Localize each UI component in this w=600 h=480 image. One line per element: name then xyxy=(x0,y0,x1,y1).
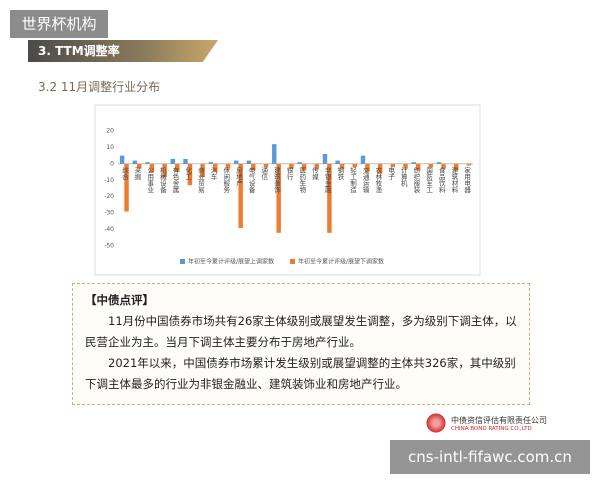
y-tick-label: -50 xyxy=(104,243,114,250)
x-tick-label: 综合 xyxy=(120,166,128,182)
logo-name: 中债资信评估有限责任公司 xyxy=(451,415,547,425)
bar xyxy=(276,163,281,233)
x-tick-label: 汽车 xyxy=(209,166,217,182)
bar xyxy=(213,163,218,173)
x-tick-label: 交通运输 xyxy=(361,166,369,195)
bar xyxy=(441,163,446,169)
x-tick-label: 计算机 xyxy=(399,166,407,188)
x-tick-label: 农林牧渔 xyxy=(374,166,382,195)
logo-icon xyxy=(425,412,447,434)
watermark: cns-intl-fifawc.com.cn xyxy=(390,440,590,474)
x-tick-label: 有色金属 xyxy=(171,166,179,195)
bar xyxy=(208,162,214,164)
bar xyxy=(428,163,434,168)
bar xyxy=(234,160,239,164)
x-tick-label: 轻工制造 xyxy=(349,166,357,195)
x-tick-label: 非银金融 xyxy=(323,166,331,195)
y-tick-label: -20 xyxy=(104,193,114,200)
bar xyxy=(335,160,340,164)
bar xyxy=(238,163,243,228)
bar xyxy=(327,163,332,233)
y-tick-label: 20 xyxy=(106,128,114,135)
bar xyxy=(175,163,180,173)
x-tick-label: 电气设备 xyxy=(247,166,255,195)
section-title: 3. TTM调整率 xyxy=(28,40,218,62)
bar xyxy=(170,158,176,164)
legend-label: 年初至今累计评级/展望上调家数 xyxy=(188,258,274,266)
bar xyxy=(132,160,138,164)
bar xyxy=(119,155,125,164)
bar xyxy=(339,163,345,169)
comment-paragraph: 11月份中国债券市场共有26家主体级别或展望发生调整，多为级别下调主体，以民营企… xyxy=(85,314,517,349)
bar xyxy=(453,163,459,171)
legend-label: 年初至今累计评级/展望下调家数 xyxy=(298,258,384,266)
bar xyxy=(377,163,383,174)
x-tick-label: 国防军工 xyxy=(425,167,433,194)
y-tick-label: 0 xyxy=(110,160,114,167)
x-tick-label: 化工 xyxy=(184,166,192,181)
bar xyxy=(162,163,167,177)
watermark: 世界杯机构 xyxy=(10,10,108,38)
subsection-title: 3.2 11月调整行业分布 xyxy=(38,80,161,94)
bar xyxy=(314,163,319,169)
x-tick-label: 休闲服务 xyxy=(222,166,230,195)
logo-english: CHINA BOND RATING CO.,LTD xyxy=(451,425,532,432)
bar xyxy=(297,162,302,164)
bar xyxy=(124,163,129,212)
x-tick-label: 钢铁 xyxy=(336,167,344,182)
legend-swatch xyxy=(290,259,296,264)
y-tick-label: 10 xyxy=(106,144,114,151)
bar xyxy=(411,162,416,164)
bar xyxy=(352,163,357,168)
bar xyxy=(137,163,142,169)
comment-title: 【中债点评】 xyxy=(85,293,154,307)
bar xyxy=(365,163,370,173)
x-tick-label: 机械设备 xyxy=(158,166,166,195)
x-tick-label: 家用电器 xyxy=(463,166,471,195)
bar xyxy=(322,154,328,164)
bar xyxy=(149,163,155,173)
x-tick-label: 通信 xyxy=(260,166,268,182)
bar xyxy=(263,163,269,168)
x-tick-label: 房地产 xyxy=(234,166,242,188)
chart-frame xyxy=(94,104,481,276)
bar xyxy=(403,163,408,169)
legend-swatch xyxy=(180,259,185,264)
x-tick-label: 采掘 xyxy=(133,166,141,182)
x-tick-label: 医药生物 xyxy=(298,167,306,195)
x-tick-label: 建筑材料 xyxy=(450,166,458,195)
x-tick-label: 电子 xyxy=(387,166,395,181)
bar xyxy=(251,163,256,171)
bar xyxy=(436,162,442,164)
logo: 中债资信评估有限责任公司 CHINA BOND RATING CO.,LTD xyxy=(425,412,547,434)
bar xyxy=(187,163,193,186)
x-tick-label: 建筑装饰 xyxy=(272,166,280,195)
bar xyxy=(466,163,472,166)
x-tick-label: 银行 xyxy=(285,166,293,182)
y-tick-label: -30 xyxy=(104,210,114,217)
bar xyxy=(415,163,421,171)
x-tick-label: 公用事业 xyxy=(146,167,154,193)
bar xyxy=(272,144,277,164)
bar xyxy=(301,163,307,171)
bar xyxy=(145,162,150,164)
y-tick-label: -10 xyxy=(104,177,114,184)
bar xyxy=(200,163,205,177)
bar xyxy=(183,158,188,164)
y-tick-label: -40 xyxy=(104,226,114,233)
bar xyxy=(246,160,252,164)
bar xyxy=(390,163,396,168)
x-tick-label: 食品饮料 xyxy=(437,166,445,195)
bar xyxy=(225,163,231,169)
comment-paragraph: 2021年以来，中国债券市场累计发生级别或展望调整的主体共326家，其中级别下调… xyxy=(85,356,516,391)
x-tick-label: 纺织服装 xyxy=(412,166,420,195)
bar xyxy=(360,155,366,164)
x-tick-label: 传媒 xyxy=(311,166,319,182)
comment-box: 【中债点评】 11月份中国债券市场共有26家主体级别或展望发生调整，多为级别下调… xyxy=(72,283,530,405)
x-tick-label: 商业贸易 xyxy=(196,166,204,195)
bar xyxy=(289,163,294,169)
